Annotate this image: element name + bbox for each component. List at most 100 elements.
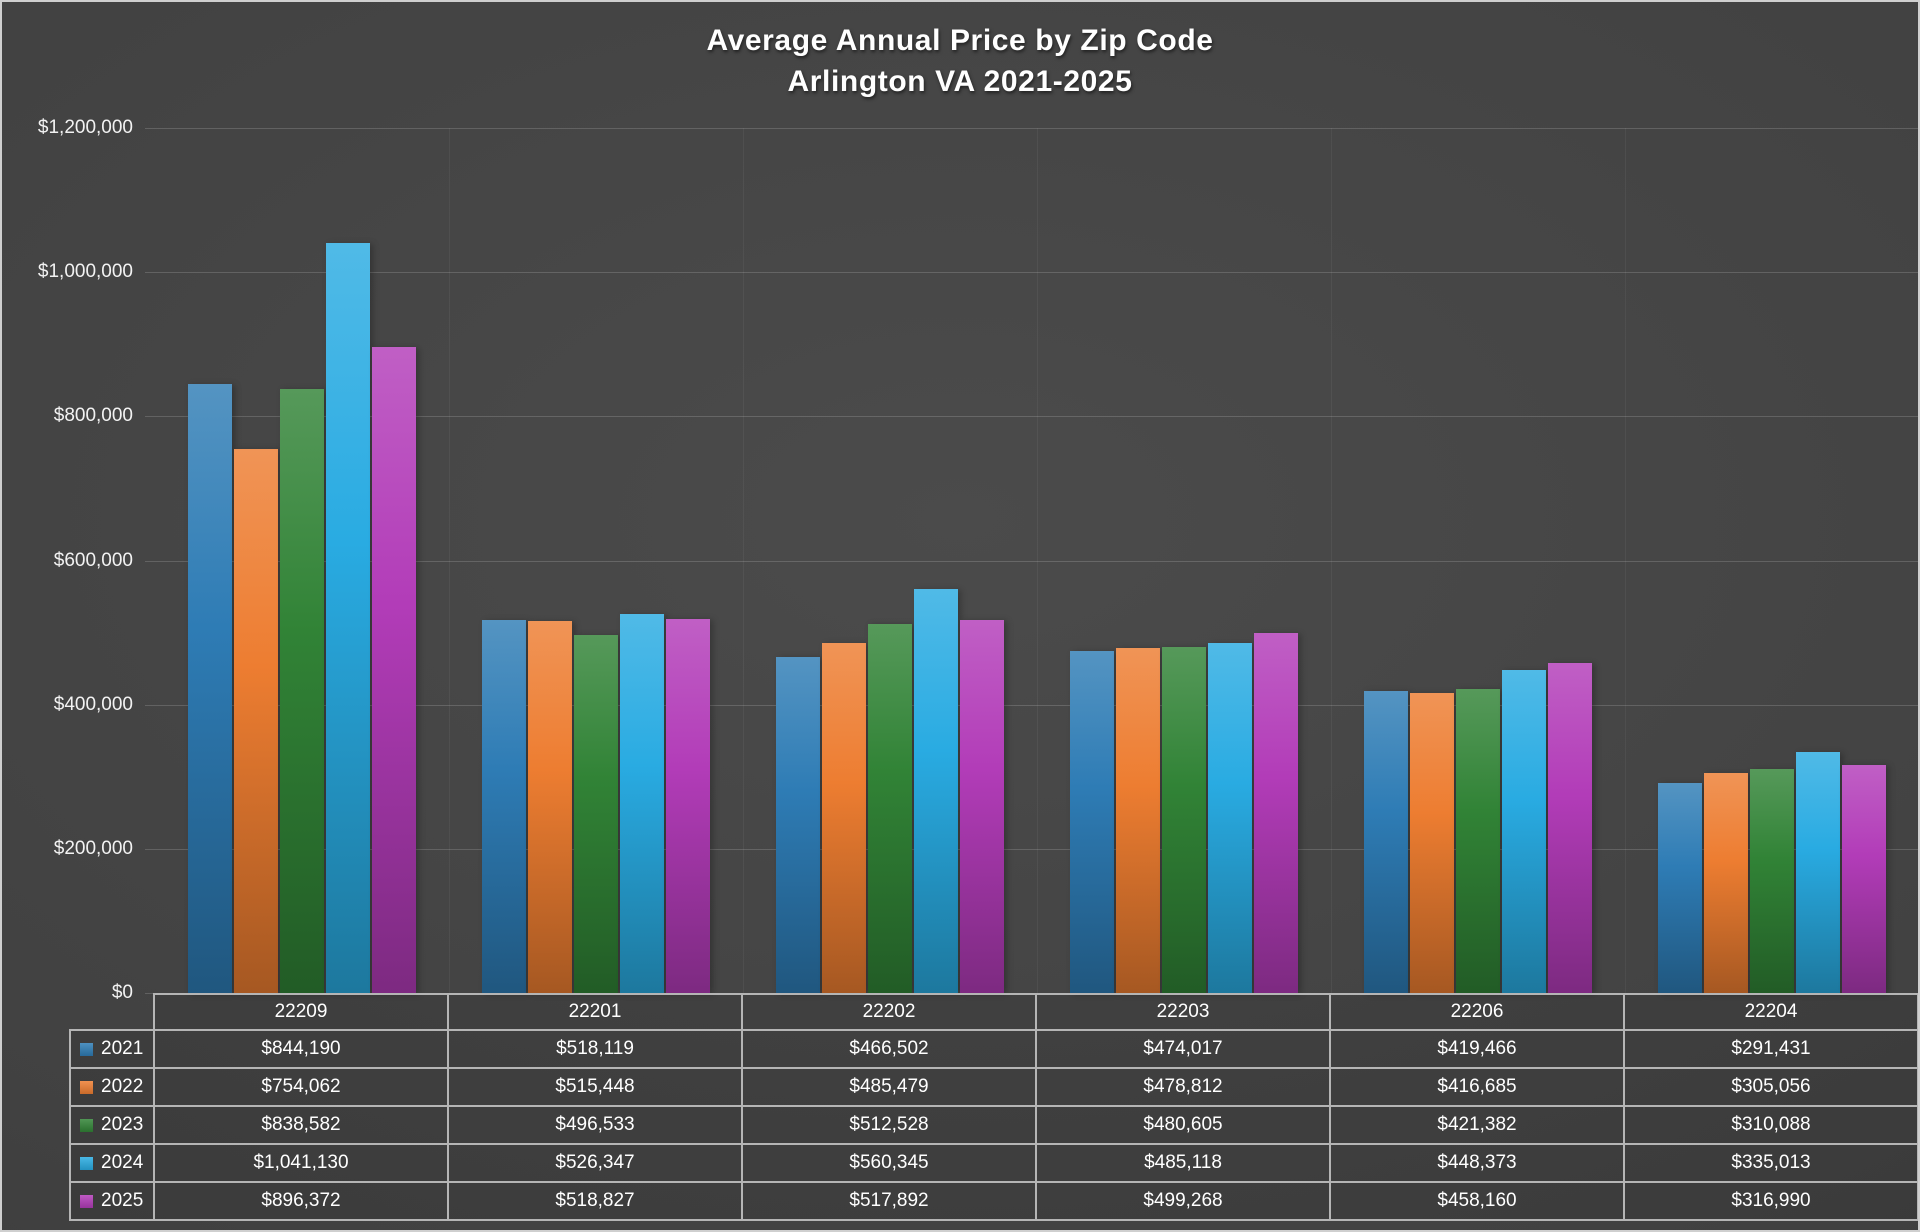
y-axis-label: $400,000	[53, 693, 133, 715]
cell-2023-22204: $310,088	[1625, 1107, 1918, 1145]
gridline-vertical	[448, 128, 450, 993]
cell-2022-22203: $478,812	[1037, 1069, 1331, 1107]
cell-2022-22202: $485,479	[743, 1069, 1037, 1107]
cell-2021-22201: $518,119	[449, 1031, 743, 1069]
cell-2025-22204: $316,990	[1625, 1183, 1918, 1221]
bar-2022-22202	[822, 643, 866, 993]
cell-2023-22206: $421,382	[1331, 1107, 1625, 1145]
bar-group-22201	[449, 128, 743, 993]
cell-2023-22201: $496,533	[449, 1107, 743, 1145]
table-header-22204: 22204	[1625, 993, 1918, 1031]
bar-2021-22206	[1364, 690, 1408, 993]
bar-2025-22204	[1842, 764, 1886, 993]
cell-2022-22204: $305,056	[1625, 1069, 1918, 1107]
legend-swatch-2025	[80, 1194, 93, 1208]
table-corner	[69, 993, 155, 1031]
bar-2022-22206	[1410, 692, 1454, 993]
y-axis: $1,200,000 $1,000,000 $800,000 $600,000 $400…	[2, 117, 133, 1003]
cell-2025-22202: $517,892	[743, 1183, 1037, 1221]
legend-swatch-2024	[80, 1156, 93, 1170]
legend-label-2025: 2025	[101, 1190, 144, 1211]
legend-label-2021: 2021	[101, 1038, 144, 1059]
y-axis-label: $1,200,000	[37, 117, 133, 138]
cell-2024-22206: $448,373	[1331, 1145, 1625, 1183]
bar-2025-22201	[666, 619, 710, 993]
cell-2023-22202: $512,528	[743, 1107, 1037, 1145]
bar-group-22209	[155, 128, 449, 993]
cell-2023-22209: $838,582	[155, 1107, 449, 1145]
bar-2023-22206	[1456, 689, 1500, 993]
cell-2022-22201: $515,448	[449, 1069, 743, 1107]
bar-2025-22202	[960, 619, 1004, 993]
bar-group-22203	[1037, 128, 1331, 993]
gridline-vertical	[1037, 128, 1038, 993]
bar-2021-22204	[1658, 782, 1702, 993]
bar-2024-22209	[326, 242, 370, 993]
bar-group-22202	[743, 128, 1037, 993]
bar-2025-22203	[1254, 633, 1298, 993]
bar-2024-22203	[1208, 643, 1252, 993]
legend-swatch-2021	[80, 1042, 93, 1056]
legend-2022: 2022	[69, 1069, 155, 1107]
bar-2022-22209	[234, 449, 278, 993]
bar-2022-22204	[1704, 773, 1748, 993]
y-axis-label: $1,000,000	[37, 261, 133, 283]
bar-2021-22202	[776, 656, 820, 993]
gridline-horizontal	[145, 848, 1918, 850]
cell-2021-22209: $844,190	[155, 1031, 449, 1069]
cell-2025-22209: $896,372	[155, 1183, 449, 1221]
chart-title: Average Annual Price by Zip Code Arlingt…	[2, 20, 1918, 102]
bar-2024-22204	[1796, 751, 1840, 993]
cell-2025-22206: $458,160	[1331, 1183, 1625, 1221]
chart-title-line1: Average Annual Price by Zip Code	[706, 24, 1214, 57]
legend-2024: 2024	[69, 1145, 155, 1183]
chart-title-line2: Arlington VA 2021-2025	[787, 65, 1133, 98]
gridline-horizontal	[145, 272, 1918, 274]
cell-2024-22202: $560,345	[743, 1145, 1037, 1183]
cell-2024-22204: $335,013	[1625, 1145, 1918, 1183]
legend-swatch-2023	[80, 1118, 93, 1132]
cell-2022-22209: $754,062	[155, 1069, 449, 1107]
cell-2024-22201: $526,347	[449, 1145, 743, 1183]
gridline-vertical	[1625, 128, 1626, 993]
cell-2023-22203: $480,605	[1037, 1107, 1331, 1145]
gridline-horizontal	[145, 704, 1918, 706]
table-header-22202: 22202	[743, 993, 1037, 1031]
legend-swatch-2022	[80, 1080, 93, 1094]
bar-2024-22202	[914, 589, 958, 993]
bar-2025-22206	[1548, 662, 1592, 993]
bar-2021-22201	[482, 619, 526, 993]
table-header-22203: 22203	[1037, 993, 1331, 1031]
cell-2024-22203: $485,118	[1037, 1145, 1331, 1183]
gridline-horizontal	[145, 128, 1918, 129]
bar-group-22206	[1331, 128, 1625, 993]
plot-area	[145, 128, 1918, 994]
bar-2021-22209	[188, 384, 232, 993]
cell-2021-22203: $474,017	[1037, 1031, 1331, 1069]
bar-2022-22203	[1116, 647, 1160, 993]
bar-2023-22201	[574, 635, 618, 993]
y-axis-label: $200,000	[53, 837, 133, 859]
bar-2024-22206	[1502, 669, 1546, 993]
cell-2021-22206: $419,466	[1331, 1031, 1625, 1069]
gridline-horizontal	[145, 416, 1918, 418]
cell-2024-22209: $1,041,130	[155, 1145, 449, 1183]
cell-2022-22206: $416,685	[1331, 1069, 1625, 1107]
bar-2024-22201	[620, 613, 664, 993]
cell-2025-22201: $518,827	[449, 1183, 743, 1221]
legend-label-2023: 2023	[101, 1114, 144, 1135]
legend-2021: 2021	[69, 1031, 155, 1069]
gridline-horizontal	[145, 560, 1918, 562]
bar-2023-22202	[868, 623, 912, 993]
y-axis-label: $0	[111, 982, 133, 1003]
bar-2021-22203	[1070, 651, 1114, 993]
table-header-22206: 22206	[1331, 993, 1625, 1031]
cell-2021-22202: $466,502	[743, 1031, 1037, 1069]
bar-2023-22209	[280, 388, 324, 993]
legend-2025: 2025	[69, 1183, 155, 1221]
bar-2023-22204	[1750, 769, 1794, 993]
legend-2023: 2023	[69, 1107, 155, 1145]
bar-2022-22201	[528, 621, 572, 993]
table-header-22201: 22201	[449, 993, 743, 1031]
